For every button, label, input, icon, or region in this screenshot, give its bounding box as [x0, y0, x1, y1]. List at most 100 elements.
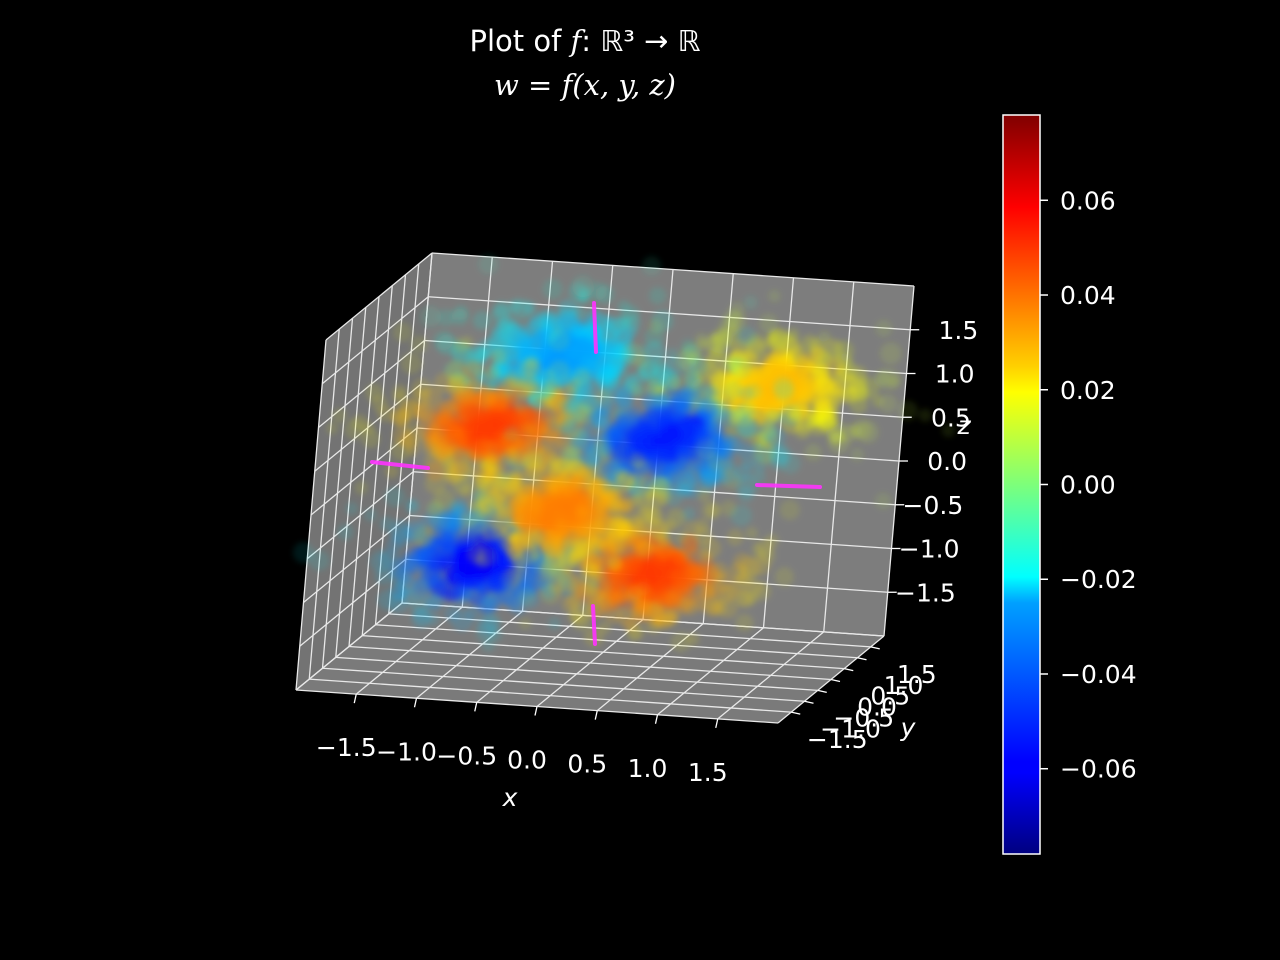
scatter-point [406, 498, 419, 511]
scatter-point [774, 567, 795, 587]
x-tick-label: −1.5 [316, 733, 377, 762]
z-tick-label: 1.5 [938, 316, 978, 345]
scatter-point [494, 548, 508, 562]
z-tick-label: 0.0 [927, 447, 967, 476]
scatter-point [720, 500, 737, 517]
chart-title-line1: Plot of f: ℝ³ → ℝ [469, 24, 701, 58]
scatter-point [765, 409, 782, 426]
scatter-point [377, 405, 394, 422]
scatter-point [737, 326, 757, 346]
scatter-point [558, 548, 576, 567]
scatter-point [600, 461, 615, 475]
y-tick-mark [870, 646, 880, 650]
scatter-point [517, 587, 535, 605]
scatter-point [410, 335, 429, 354]
scatter-point [464, 360, 483, 379]
scatter-point [644, 341, 665, 362]
grid-line [431, 252, 915, 287]
scatter-point [705, 349, 727, 370]
scatter-point [461, 335, 474, 348]
grid-line [717, 631, 825, 720]
scatter-point [766, 328, 788, 350]
scatter-point [403, 423, 425, 445]
scatter-point [533, 425, 552, 444]
scatter-point [574, 386, 590, 402]
scatter-cluster [413, 417, 723, 601]
scatter-point [594, 417, 610, 432]
colorbar-tick-label: 0.04 [1060, 281, 1116, 310]
scatter-point [501, 430, 522, 452]
colorbar-tick-label: 0.02 [1060, 376, 1116, 405]
scatter-point [364, 508, 377, 522]
z-tick-label: −1.5 [895, 578, 956, 607]
z-tick-label: 1.0 [935, 360, 975, 389]
scatter-point [444, 605, 460, 622]
scatter-point [490, 389, 511, 410]
scatter-point [759, 314, 778, 333]
scatter-point [523, 359, 542, 378]
scatter-point [542, 313, 562, 333]
scatter-point [563, 406, 583, 426]
scatter-point [772, 376, 794, 398]
scatter-point [505, 370, 525, 390]
scatter-point [666, 508, 686, 528]
scatter-point [628, 473, 646, 491]
axis-line-segment [591, 604, 597, 646]
scatter-point [887, 374, 901, 388]
axis-ticks: −1.5 −1.0 −0.5 0.0 0.5 1.0 1.5−1.5−1.0−0.50.00… [316, 316, 978, 812]
scatter-point [752, 581, 772, 601]
x-tick-label: 0.0 [507, 746, 547, 775]
scatter-point [433, 330, 454, 351]
scatter-point [446, 444, 463, 460]
scatter-point [332, 408, 347, 423]
scatter-cluster [500, 488, 800, 653]
scatter-point [729, 357, 752, 379]
scatter-point [645, 407, 658, 420]
scatter-point [572, 487, 592, 507]
scatter-point [849, 423, 863, 438]
scatter-point [779, 499, 800, 520]
colorbar-tick-label: −0.04 [1060, 660, 1137, 689]
scatter-point [616, 384, 632, 400]
scatter-point [735, 613, 754, 632]
scatter-point [636, 540, 653, 556]
scatter-point [573, 539, 590, 556]
scatter-point [455, 534, 474, 553]
scatter-point [539, 530, 561, 552]
y-tick-label: −1.0 [820, 714, 881, 743]
scatter-point [695, 518, 710, 533]
y-tick-mark [844, 667, 854, 672]
scatter-point [452, 475, 472, 495]
scatter-point [609, 539, 625, 555]
x-tick-mark [534, 706, 538, 716]
scatter-point [549, 562, 565, 578]
scatter-point [472, 345, 490, 363]
scatter-point [649, 476, 671, 499]
scatter-point [681, 344, 701, 365]
scatter-point [530, 554, 550, 573]
scatter-point [460, 449, 479, 468]
scatter-point [873, 370, 891, 387]
scatter-point [430, 411, 446, 428]
scatter-point [697, 488, 711, 503]
scatter-point [608, 558, 623, 573]
scatter-point [427, 500, 443, 516]
x-tick-label: −0.5 [436, 741, 497, 770]
y-tick-mark [817, 689, 827, 694]
y-tick-mark [830, 678, 841, 683]
scatter-point [420, 306, 442, 328]
scatter-point [642, 256, 662, 276]
scatter-point [525, 463, 544, 481]
y-axis-label: y [900, 713, 917, 742]
scatter-point [765, 427, 786, 448]
scatter-point [613, 439, 630, 456]
x-tick-mark [413, 698, 418, 708]
scatter-point [616, 413, 631, 428]
y-tick-mark [857, 657, 867, 661]
x-tick-label: −1.0 [376, 737, 437, 766]
grid-line [325, 252, 433, 341]
scatter-point [433, 581, 449, 597]
y-tick-label: 0.0 [857, 693, 897, 722]
scatter-point [856, 421, 879, 443]
scatter-point [751, 468, 766, 483]
